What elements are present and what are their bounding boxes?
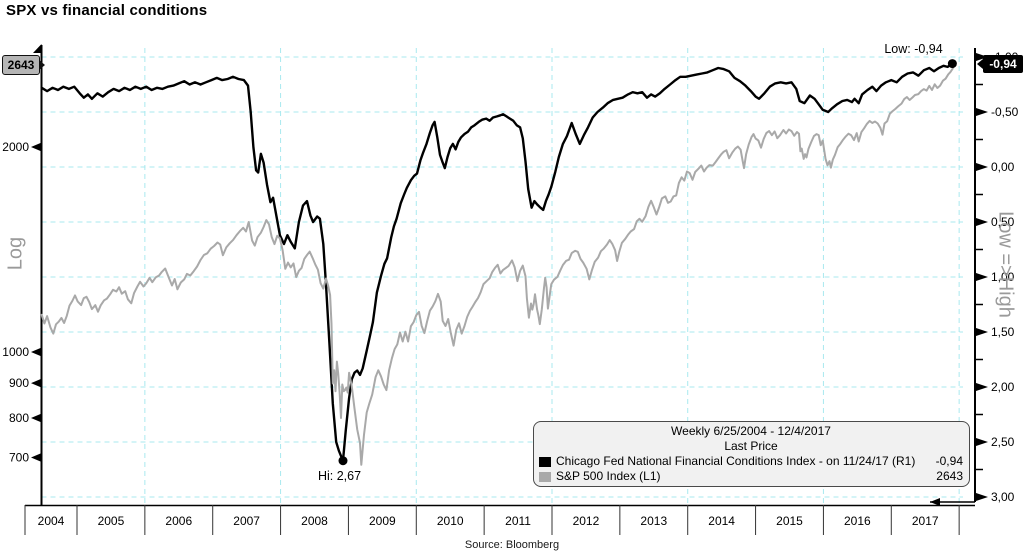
chart-title: SPX vs financial conditions: [6, 2, 208, 19]
right-axis-tick-label: 0,00: [991, 160, 1015, 174]
source-attribution: Source: Bloomberg: [464, 539, 560, 551]
right-axis-title: Low =>High: [994, 211, 1017, 318]
x-axis-year-label: 2005: [98, 514, 125, 528]
left-axis-title: Log: [4, 236, 27, 271]
legend-subtitle: Last Price: [724, 439, 778, 453]
x-axis-year-label: 2014: [708, 514, 735, 528]
right-axis-tick-label: 0,50: [991, 215, 1015, 229]
y-axis-tick-icon: [976, 383, 988, 391]
x-axis-year-label: 2015: [776, 514, 803, 528]
right-axis-tick-label: 2,50: [991, 435, 1015, 449]
nfci-line: [40, 62, 954, 462]
left-axis-tick-label: 900: [9, 376, 29, 390]
low-point-dot: [947, 59, 957, 69]
left-axis-tick-label: 800: [9, 411, 29, 425]
y-axis-tick-icon: [31, 414, 41, 423]
left-axis-tick-label: 2000: [2, 140, 29, 154]
x-axis-year-label: 2013: [640, 514, 667, 528]
legend-series-label: Chicago Fed National Financial Condition…: [556, 454, 916, 468]
y-axis-tick-icon: [976, 493, 988, 501]
spx-swatch-icon: [539, 471, 551, 482]
right-axis-tick-label: 3,00: [991, 490, 1015, 504]
y-axis-tick-icon: [31, 453, 41, 462]
legend-period: Weekly 6/25/2004 - 12/4/2017: [671, 424, 831, 438]
x-axis-year-label: 2010: [437, 514, 464, 528]
y-axis-tick-icon: [976, 108, 988, 116]
legend-series-spx[interactable]: S&P 500 Index (L1) 2643: [539, 469, 963, 484]
legend-series-value: -0,94: [935, 454, 963, 468]
high-annotation: Hi: 2,67: [317, 468, 362, 483]
legend-box: Weekly 6/25/2004 - 12/4/2017 Last Price …: [533, 421, 970, 487]
y-axis-tick-icon: [976, 273, 988, 281]
right-axis-tick-label: 1,00: [991, 270, 1015, 284]
low-annotation: Low: -0,94: [884, 41, 943, 56]
x-axis-year-label: 2008: [301, 514, 328, 528]
spx-line: [40, 63, 956, 466]
high-point-dot: [338, 456, 348, 466]
right-axis-tick-label: 1,50: [991, 325, 1015, 339]
legend-series-label: S&P 500 Index (L1): [556, 469, 661, 483]
x-axis-year-label: 2009: [369, 514, 396, 528]
x-axis-year-label: 2004: [38, 514, 65, 528]
x-axis-year-label: 2006: [165, 514, 192, 528]
y-axis-tick-icon: [976, 218, 988, 226]
legend-series-nfci[interactable]: Chicago Fed National Financial Condition…: [539, 454, 963, 469]
last-price-tag-left: 2643: [2, 55, 45, 75]
y-axis-tick-icon: [976, 438, 988, 446]
left-axis-tick-label: 1000: [2, 345, 29, 359]
legend-series-value: 2643: [936, 469, 963, 483]
last-value-tag-right: -0,94: [977, 55, 1023, 73]
x-axis-year-label: 2012: [573, 514, 600, 528]
x-axis-year-label: 2011: [505, 514, 531, 528]
x-axis-year-label: 2017: [912, 514, 939, 528]
y-axis-tick-icon: [31, 379, 41, 388]
x-axis-year-label: 2007: [233, 514, 260, 528]
right-axis-tick-label: 2,00: [991, 380, 1015, 394]
right-axis-arrow-icon: [930, 498, 940, 506]
right-axis-tick-label: -0,50: [991, 105, 1019, 119]
left-axis-tick-label: 700: [9, 451, 29, 465]
y-axis-tick-icon: [31, 142, 41, 151]
nfci-swatch-icon: [539, 456, 551, 467]
y-axis-tick-icon: [976, 328, 988, 336]
x-axis-year-label: 2016: [844, 514, 871, 528]
y-axis-tick-icon: [976, 163, 988, 171]
left-axis-arrow-icon: [33, 44, 42, 53]
y-axis-tick-icon: [31, 348, 41, 356]
